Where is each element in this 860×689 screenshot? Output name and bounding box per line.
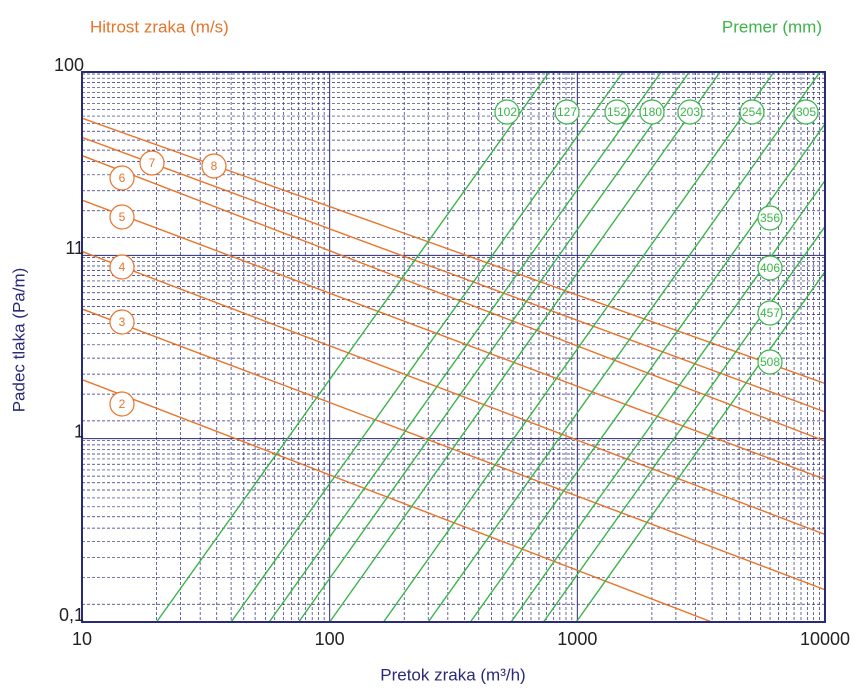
series-line [82, 250, 825, 536]
line-label: 508 [760, 355, 780, 369]
line-label: 305 [796, 105, 816, 119]
line-label-circle [109, 204, 135, 230]
x-axis-label: Pretok zraka (m³/h) [380, 665, 525, 684]
series-line [82, 154, 825, 442]
line-label-circle [757, 205, 783, 231]
series-line [542, 225, 825, 622]
grid [81, 71, 826, 623]
line-label: 7 [149, 156, 156, 170]
line-label: 5 [119, 210, 126, 224]
series-line [230, 72, 624, 622]
line-label-circle [109, 254, 135, 280]
series-line [82, 136, 825, 413]
line-label-circle [139, 150, 165, 176]
line-label: 4 [119, 260, 126, 274]
line-label-circle [109, 309, 135, 335]
series-line [427, 72, 821, 622]
line-label: 356 [760, 211, 780, 225]
line-label-circle [757, 255, 783, 281]
line-label: 127 [557, 105, 577, 119]
line-label: 152 [607, 105, 627, 119]
line-label-circle [109, 391, 135, 417]
series-line [382, 72, 775, 622]
y-tick-label: 11 [65, 238, 84, 258]
line-label-circle [494, 99, 520, 125]
line-label-circle [793, 99, 819, 125]
series-line [575, 270, 825, 622]
diameter-title: Premer (mm) [722, 17, 822, 36]
series-line [82, 378, 713, 622]
series-line [82, 308, 825, 591]
line-label: 8 [211, 159, 218, 173]
x-tick-label: 10 [72, 629, 92, 649]
series-line [268, 72, 662, 622]
line-label-circle [109, 165, 135, 191]
line-label: 3 [119, 315, 126, 329]
line-label: 102 [497, 105, 517, 119]
line-label: 6 [119, 171, 126, 185]
line-label-circle [739, 99, 765, 125]
line-label: 406 [760, 261, 780, 275]
line-label: 180 [642, 105, 662, 119]
y-tick-label: 100 [54, 55, 84, 75]
line-label: 203 [680, 105, 700, 119]
x-tick-label: 100 [315, 629, 345, 649]
line-label-circle [677, 99, 703, 125]
line-label-circle [604, 99, 630, 125]
y-axis-label: Padec tlaka (Pa/m) [9, 268, 28, 413]
lines [82, 72, 825, 622]
series-line [469, 122, 825, 622]
plot-frame [81, 71, 826, 623]
x-tick-label: 10000 [800, 629, 850, 649]
line-label-circle [201, 153, 227, 179]
x-tick-label: 1000 [557, 629, 597, 649]
series-line [329, 72, 721, 622]
line-label-circle [757, 300, 783, 326]
line-label: 457 [760, 306, 780, 320]
series-line [298, 72, 690, 622]
line-label-circle [639, 99, 665, 125]
series-line [510, 179, 825, 622]
y-tick-label: 1 [74, 421, 84, 441]
velocity-title: Hitrost zraka (m/s) [90, 17, 229, 36]
y-tick-label: 0,1 [59, 605, 84, 625]
line-label-circle [757, 349, 783, 375]
line-labels: 2 3 4 5 6 7 8 102 127 152 180 203 254 305 356 406 457 508 [109, 99, 819, 417]
line-label-circle [554, 99, 580, 125]
series-line [82, 199, 825, 480]
line-label: 2 [119, 397, 126, 411]
line-label: 254 [742, 105, 762, 119]
series-line [155, 72, 550, 622]
